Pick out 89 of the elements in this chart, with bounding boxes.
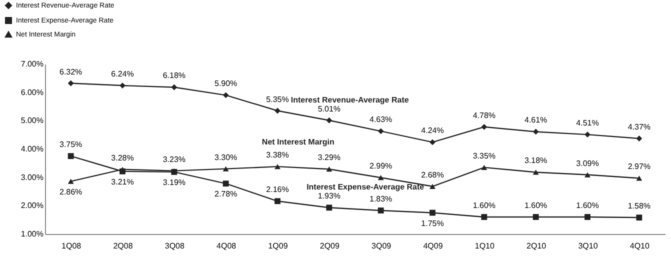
- data-label: 4.24%: [421, 126, 444, 136]
- data-label: 1.75%: [421, 218, 444, 228]
- data-label: 2.16%: [266, 185, 289, 194]
- data-label: 2.78%: [214, 190, 238, 199]
- point: [68, 80, 74, 86]
- x-tick-label: 1Q09: [268, 242, 288, 250]
- text: Interest Expense-Average Rate: [306, 182, 424, 192]
- point: [430, 139, 436, 146]
- data-label: 1.60%: [524, 201, 548, 210]
- x-tick-label: 4Q08: [216, 242, 237, 250]
- point: [584, 214, 590, 220]
- data-label: 3.19%: [162, 178, 186, 187]
- point: [532, 128, 539, 135]
- data-label: 1.58%: [628, 202, 651, 211]
- point: [378, 208, 384, 214]
- point: [430, 210, 436, 216]
- x-tick-label: 3Q10: [578, 242, 598, 250]
- x-tick-label: 4Q10: [630, 242, 650, 250]
- data-label: 3.38%: [266, 150, 289, 160]
- x-tick-label: 2Q10: [526, 242, 547, 250]
- x-tick-label: 3Q08: [164, 242, 185, 250]
- point: [222, 180, 229, 187]
- data-label: 2.99%: [369, 162, 392, 171]
- point: [171, 84, 178, 90]
- point: [481, 124, 488, 130]
- point: [584, 132, 590, 138]
- y-tick-label: 6.00%: [20, 88, 44, 97]
- x-tick-label: 2Q08: [113, 242, 134, 250]
- data-label: 1.60%: [576, 201, 599, 210]
- data-label: 6.18%: [162, 71, 186, 80]
- point: [584, 172, 590, 178]
- point: [481, 214, 488, 220]
- data-label: 5.01%: [318, 104, 341, 114]
- point: [378, 175, 384, 180]
- data-label: 4.51%: [576, 118, 599, 128]
- data-label: 4.37%: [628, 122, 651, 132]
- data-label: 4.63%: [369, 115, 392, 124]
- point: [326, 166, 332, 172]
- point: [636, 214, 642, 221]
- data-label: 4.61%: [524, 116, 548, 125]
- y-tick-label: 3.00%: [20, 172, 44, 182]
- y-tick-label: 7.00%: [20, 60, 44, 68]
- point: [378, 128, 384, 134]
- data-label: 3.29%: [318, 153, 341, 162]
- point: [222, 166, 229, 172]
- point: [274, 164, 280, 170]
- data-label: 4.78%: [472, 110, 496, 120]
- y-tick-label: 4.00%: [20, 144, 44, 154]
- data-label: 1.60%: [472, 201, 496, 210]
- data-label: 3.30%: [214, 152, 238, 162]
- point: [274, 108, 280, 114]
- data-label: 3.75%: [59, 140, 82, 150]
- point: [481, 164, 488, 170]
- y-tick-label: 1.00%: [20, 230, 44, 238]
- point: [326, 204, 332, 211]
- point: [636, 176, 642, 181]
- y-tick-label: 2.00%: [20, 201, 44, 210]
- data-label: 3.23%: [162, 154, 186, 164]
- point: [68, 178, 74, 184]
- data-label: 3.35%: [472, 151, 496, 160]
- data-label: 3.18%: [524, 156, 548, 166]
- data-label: 2.68%: [421, 170, 444, 180]
- data-label: 3.21%: [111, 177, 134, 186]
- point: [532, 170, 539, 175]
- data-label: 1.93%: [318, 192, 341, 201]
- point: [68, 153, 74, 160]
- point: [222, 92, 229, 98]
- x-tick-label: 2Q09: [320, 242, 340, 250]
- data-label: 3.09%: [576, 158, 599, 168]
- text: Interest Revenue-Average Rate: [290, 96, 409, 105]
- text: Net Interest Margin: [262, 137, 334, 146]
- point: [636, 136, 642, 142]
- data-label: 5.90%: [214, 79, 238, 88]
- data-label: 1.83%: [369, 194, 392, 204]
- point: [274, 198, 280, 204]
- x-tick-label: 1Q08: [62, 242, 82, 250]
- data-label: 5.35%: [266, 94, 289, 104]
- data-label: 6.24%: [111, 70, 134, 79]
- data-label: 2.97%: [628, 162, 651, 172]
- point: [326, 117, 332, 124]
- y-tick-label: 5.00%: [20, 116, 44, 126]
- data-label: 6.32%: [59, 67, 82, 76]
- x-tick-label: 3Q09: [372, 242, 392, 250]
- data-label: 2.86%: [59, 187, 82, 196]
- data-label: 3.28%: [111, 153, 134, 162]
- point: [532, 214, 539, 220]
- point: [430, 184, 436, 189]
- x-tick-label: 4Q09: [423, 242, 444, 250]
- x-tick-label: 1Q10: [474, 242, 495, 250]
